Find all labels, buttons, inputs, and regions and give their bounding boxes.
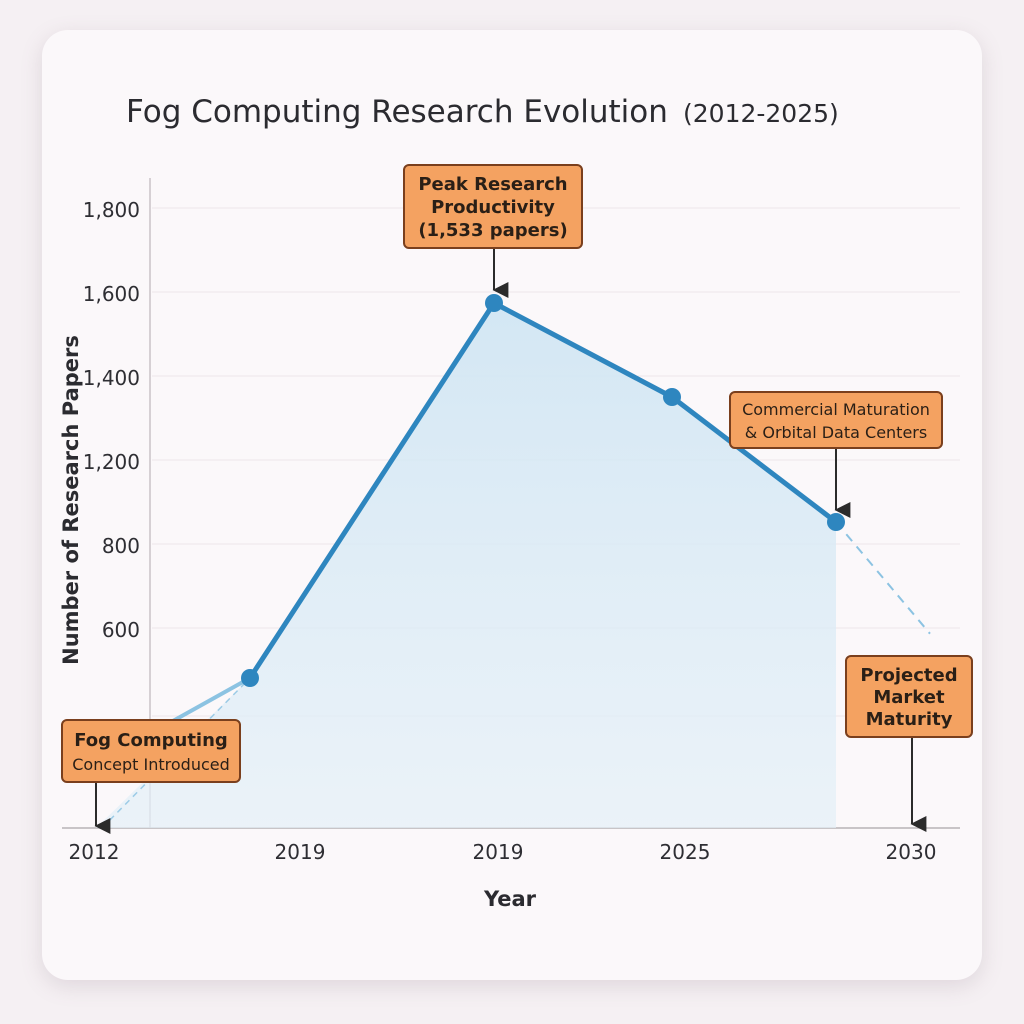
x-tick-2030: 2030	[886, 840, 937, 864]
y-axis-label: Number of Research Papers	[59, 335, 83, 665]
callout-projected: Projected Market Maturity	[845, 655, 973, 832]
callout-peak: Peak Research Productivity (1,533 papers…	[403, 164, 583, 298]
x-tick-2019-b: 2019	[473, 840, 524, 864]
x-tick-2012: 2012	[69, 840, 120, 864]
x-tick-2025: 2025	[660, 840, 711, 864]
callout-peak-line-3: (1,533 papers)	[418, 220, 567, 241]
callout-projected-line-2: Market	[873, 687, 945, 708]
y-tick-labels: 1,800 1,600 1,400 1,200 800 600	[83, 198, 140, 642]
series-projection-line	[835, 521, 931, 635]
data-point-2022	[663, 388, 681, 406]
callout-peak-line-1: Peak Research	[418, 174, 567, 195]
callout-commercial-line-2: & Orbital Data Centers	[745, 423, 927, 442]
data-point-2016	[241, 669, 259, 687]
callout-peak-line-2: Productivity	[431, 197, 555, 218]
area-layer	[96, 303, 836, 828]
series-line-early-dashed	[101, 677, 251, 829]
callout-commercial-line-1: Commercial Maturation	[742, 400, 930, 419]
data-point-2019	[485, 294, 503, 312]
callout-projected-line-1: Projected	[860, 665, 957, 686]
callout-peak-box	[403, 164, 583, 249]
y-tick-600: 600	[102, 618, 140, 642]
callout-concept-line-2: Concept Introduced	[72, 755, 230, 774]
callout-commercial: Commercial Maturation & Orbital Data Cen…	[729, 391, 943, 518]
y-tick-1200: 1,200	[83, 450, 140, 474]
callout-concept-box	[61, 719, 241, 783]
callout-commercial-box	[729, 391, 943, 449]
point-layer	[241, 294, 845, 687]
series-area	[96, 303, 836, 828]
callout-projected-line-3: Maturity	[866, 709, 953, 730]
callout-layer: Fog Computing Concept Introduced Peak Re…	[61, 164, 973, 834]
callout-concept: Fog Computing Concept Introduced	[61, 719, 241, 834]
y-tick-800: 800	[102, 534, 140, 558]
callout-concept-line-1: Fog Computing	[74, 730, 228, 751]
chart-title: Fog Computing Research Evolution (2012-2…	[126, 94, 839, 130]
y-tick-1600: 1,600	[83, 282, 140, 306]
y-tick-1400: 1,400	[83, 366, 140, 390]
callout-projected-box	[845, 655, 973, 738]
data-point-2025	[827, 513, 845, 531]
series-line	[247, 300, 839, 681]
x-axis-label: Year	[483, 887, 537, 911]
x-tick-2019-a: 2019	[275, 840, 326, 864]
y-tick-1800: 1,800	[83, 198, 140, 222]
x-tick-labels: 2012 2019 2019 2025 2030	[69, 840, 937, 864]
